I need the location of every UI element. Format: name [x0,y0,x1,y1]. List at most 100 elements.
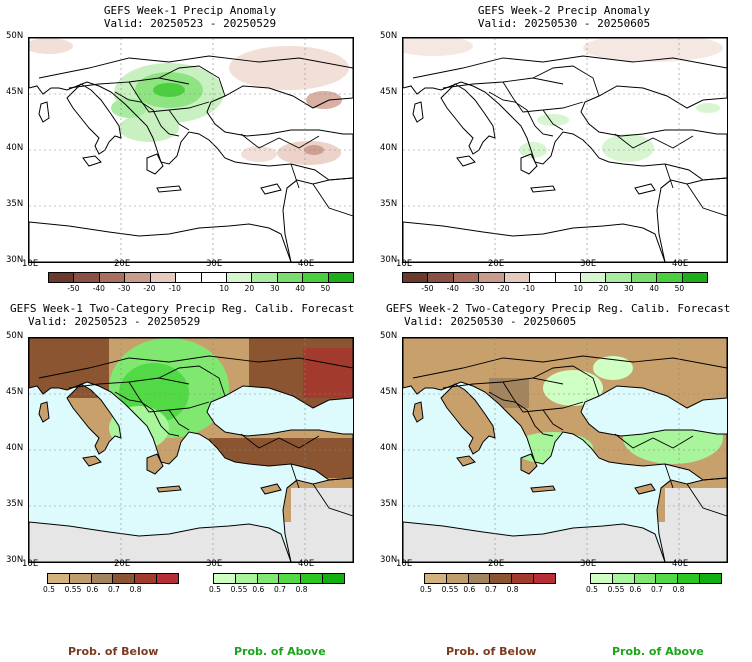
colorbar-tick: 0.6 [252,585,265,594]
country-border [502,381,584,413]
colorbar-tick: 0.7 [274,585,286,594]
colorbar-swatch [150,273,177,282]
country-border [488,391,528,411]
lat-label: 30N [380,555,398,565]
country-border [532,365,600,397]
colorbar-tick: 0.8 [506,585,519,594]
country-border [660,479,672,489]
lon-label: 40E [672,559,689,569]
lat-label: 40N [6,443,24,453]
colorbar-swatch [591,574,613,583]
coastline [82,455,102,467]
panel2-title: GEFS Week-2 Precip Anomaly Valid: 202505… [477,4,651,30]
lon-label: 30E [206,259,223,269]
prob-above-label-week2: Prob. of Above [612,645,704,658]
colorbar-swatch [301,574,324,583]
colorbar-swatch [201,273,227,282]
country-border [686,483,727,517]
lat-label: 30N [6,555,24,565]
coastline [412,101,424,123]
colorbar-tick: 0.7 [108,585,120,594]
coastline [456,155,476,167]
colorbar-tick: 0.55 [607,585,625,594]
country-border [114,91,154,111]
country-border [312,483,353,517]
country-border [158,365,226,397]
colorbar-tick: 30 [270,284,280,293]
above-colorbar-week2 [590,573,722,584]
colorbar-tick: 20 [598,284,609,293]
colorbar-tick: -20 [143,284,156,293]
colorbar-swatch [125,273,151,282]
colorbar-tick: 0.8 [129,585,142,594]
colorbar-swatch [403,273,429,282]
colorbar-swatch [555,273,581,282]
dry-anomaly-area [403,38,473,56]
lon-label: 20E [488,259,505,269]
lon-label: 40E [672,259,689,269]
country-border [286,179,298,189]
colorbar-swatch [631,273,658,282]
colorbar-swatch [700,574,721,583]
colorbar-swatch [512,574,535,583]
colorbar-tick: 0.5 [586,585,598,594]
colorbar-swatch [682,273,708,282]
colorbar-swatch [468,574,491,583]
lon-label: 10E [22,259,39,269]
dry-anomaly-area [306,91,342,109]
lat-label: 30N [6,255,24,265]
colorbar-swatch [48,574,70,583]
lat-label: 40N [6,143,24,153]
country-border [240,433,320,449]
colorbar-swatch [504,273,531,282]
lat-label: 50N [6,331,24,341]
colorbar-swatch [606,273,632,282]
coastline [156,185,182,193]
colorbar-swatch [656,574,679,583]
country-border [502,81,584,113]
colorbar-swatch [252,273,278,282]
colorbar-swatch [303,273,329,282]
week1-probability-map [28,337,354,563]
country-border [38,355,353,379]
lon-label: 30E [580,259,597,269]
country-border [152,109,180,137]
colorbar-swatch [91,574,114,583]
colorbar-tick: 0.55 [230,585,248,594]
country-border [664,463,674,489]
coastline [29,338,353,481]
country-border [542,409,564,431]
coastline [656,177,727,262]
colorbar-swatch [425,574,447,583]
country-border [412,355,727,379]
coastline [82,155,102,167]
country-border [614,133,694,149]
lon-label: 40E [298,259,315,269]
colorbar-swatch [678,574,701,583]
coastline [412,401,424,423]
lon-label: 40E [298,559,315,569]
colorbar-swatch [428,273,454,282]
country-border [664,163,674,189]
lon-label: 20E [488,559,505,569]
lat-label: 35N [380,199,398,209]
coastline [282,177,353,262]
colorbar-tick: -40 [446,284,459,293]
coastline [520,153,538,175]
colorbar-swatch [453,273,480,282]
colorbar-tick: -20 [497,284,510,293]
panel4-title: GEFS Week-2 Two-Category Precip Reg. Cal… [386,302,731,328]
week2-probability-map [402,337,728,563]
colorbar-swatch [534,574,555,583]
colorbar-swatch [113,574,136,583]
colorbar-swatch [235,574,258,583]
coastline [29,38,353,181]
wet-anomaly-area [119,114,179,142]
colorbar-tick: -30 [472,284,485,293]
dry-anomaly-area [583,38,723,62]
colorbar-swatch [479,273,505,282]
lat-label: 30N [380,255,398,265]
anomaly-colorbar-week1 [48,272,354,283]
coastline [403,338,727,481]
colorbar-swatch [49,273,75,282]
